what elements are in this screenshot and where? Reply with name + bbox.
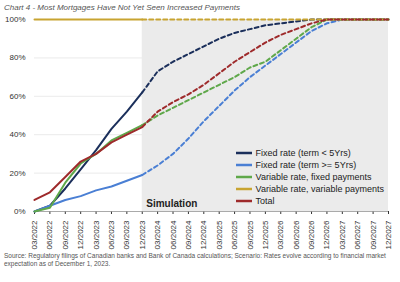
svg-text:12/2022: 12/2022	[76, 220, 85, 249]
svg-text:60%: 60%	[9, 92, 25, 101]
html-text:Fixed rate (term >= 5Yrs): Fixed rate (term >= 5Yrs)	[255, 160, 357, 170]
html-text:Fixed rate (term < 5Yrs): Fixed rate (term < 5Yrs)	[255, 148, 351, 158]
html-text:Chart 4 - Most Mortgages Have: Chart 4 - Most Mortgages Have Not Yet Se…	[4, 3, 240, 12]
svg-text:06/2024: 06/2024	[169, 220, 178, 249]
svg-text:80%: 80%	[9, 53, 25, 62]
svg-text:12/2026: 12/2026	[322, 220, 331, 249]
svg-text:0%: 0%	[14, 207, 26, 216]
svg-text:03/2027: 03/2027	[338, 220, 347, 249]
html-text:Total: Total	[255, 196, 275, 206]
svg-text:20%: 20%	[9, 169, 25, 178]
svg-text:03/2022: 03/2022	[30, 220, 39, 249]
svg-text:12/2023: 12/2023	[138, 220, 147, 249]
html-text:Variable rate, variable paymen: Variable rate, variable payments	[255, 184, 384, 194]
svg-text:Simulation: Simulation	[146, 198, 197, 209]
html-text:Source: Regulatory filings of: Source: Regulatory filings of Canadian b…	[4, 252, 386, 267]
svg-text:09/2025: 09/2025	[246, 220, 255, 249]
svg-text:12/2024: 12/2024	[199, 220, 208, 249]
svg-text:40%: 40%	[9, 130, 25, 139]
svg-text:03/2026: 03/2026	[276, 220, 285, 249]
svg-text:09/2023: 09/2023	[122, 220, 131, 249]
svg-text:12/2027: 12/2027	[384, 220, 393, 249]
svg-text:06/2027: 06/2027	[353, 220, 362, 249]
svg-text:09/2027: 09/2027	[369, 220, 378, 249]
svg-text:09/2022: 09/2022	[61, 220, 70, 249]
svg-text:12/2025: 12/2025	[261, 220, 270, 249]
svg-text:03/2024: 03/2024	[153, 220, 162, 249]
svg-text:03/2023: 03/2023	[92, 220, 101, 249]
html-text:Variable rate, fixed payments: Variable rate, fixed payments	[255, 172, 372, 182]
svg-text:06/2022: 06/2022	[45, 220, 54, 249]
svg-text:09/2026: 09/2026	[307, 220, 316, 249]
svg-text:09/2024: 09/2024	[184, 220, 193, 249]
svg-text:06/2023: 06/2023	[107, 220, 116, 249]
svg-text:100%: 100%	[5, 15, 25, 24]
svg-text:06/2026: 06/2026	[292, 220, 301, 249]
svg-text:03/2025: 03/2025	[215, 220, 224, 249]
svg-text:06/2025: 06/2025	[230, 220, 239, 249]
